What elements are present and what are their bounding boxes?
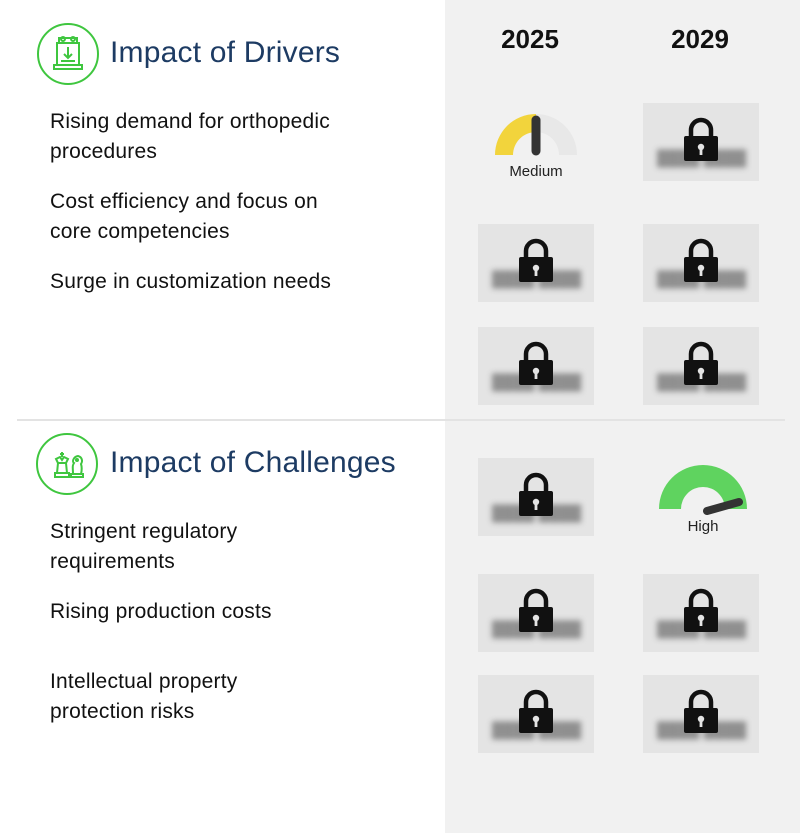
locked-cell[interactable]: ████ ████ — [478, 224, 594, 302]
lock-icon — [519, 689, 553, 733]
challenge-1-2029-gauge: High — [653, 460, 753, 540]
challenge-item-line: Rising production costs — [50, 600, 272, 623]
drivers-title: Impact of Drivers — [110, 36, 341, 69]
challenge-item: Rising production costs — [50, 597, 410, 627]
challenge-item: Intellectual property protection risks — [50, 667, 410, 727]
locked-cell[interactable]: ████ ████ — [643, 224, 759, 302]
locked-cell[interactable]: ████ ████ — [643, 327, 759, 405]
drivers-section — [37, 23, 99, 85]
driver-1-2025-gauge: Medium — [486, 105, 586, 185]
gauge-high-icon — [659, 465, 747, 515]
gauge-label: Medium — [509, 163, 563, 180]
lock-icon — [684, 689, 718, 733]
section-divider — [17, 419, 785, 421]
driver-item: Cost efficiency and focus on core compet… — [50, 187, 410, 247]
lock-icon — [684, 117, 718, 161]
year-header-2029: 2029 — [671, 24, 729, 54]
driver-item: Surge in customization needs — [50, 267, 410, 297]
lock-icon — [684, 341, 718, 385]
challenge-item-line: protection risks — [50, 700, 195, 723]
driver-item-line: Rising demand for orthopedic — [50, 110, 330, 133]
driver-item: Rising demand for orthopedic procedures — [50, 107, 410, 167]
machine-icon — [53, 36, 83, 70]
lock-icon — [519, 588, 553, 632]
locked-cell[interactable]: ████ ████ — [478, 574, 594, 652]
chess-icon — [54, 452, 84, 478]
locked-cell[interactable]: ████ ████ — [478, 458, 594, 536]
locked-cell[interactable]: ████ ████ — [478, 675, 594, 753]
challenges-section — [36, 433, 98, 495]
locked-cell[interactable]: ████ ████ — [643, 574, 759, 652]
gauge-label: High — [687, 518, 719, 535]
lock-icon — [519, 472, 553, 516]
gauge-medium-icon — [495, 114, 577, 156]
challenge-item-line: Stringent regulatory — [50, 520, 238, 543]
driver-item-line: core competencies — [50, 220, 230, 243]
locked-cell[interactable]: ████ ████ — [643, 103, 759, 181]
driver-item-line: procedures — [50, 140, 158, 163]
challenge-item-line: Intellectual property — [50, 670, 238, 693]
lock-icon — [519, 238, 553, 282]
lock-icon — [684, 588, 718, 632]
challenge-item-line: requirements — [50, 550, 175, 573]
lock-icon — [519, 341, 553, 385]
locked-cell[interactable]: ████ ████ — [643, 675, 759, 753]
driver-item-line: Cost efficiency and focus on — [50, 190, 318, 213]
lock-icon — [684, 238, 718, 282]
challenges-title: Impact of Challenges — [110, 446, 396, 479]
year-header-2025: 2025 — [501, 24, 559, 54]
challenge-item: Stringent regulatory requirements — [50, 517, 410, 577]
driver-item-line: Surge in customization needs — [50, 270, 332, 293]
locked-cell[interactable]: ████ ████ — [478, 327, 594, 405]
